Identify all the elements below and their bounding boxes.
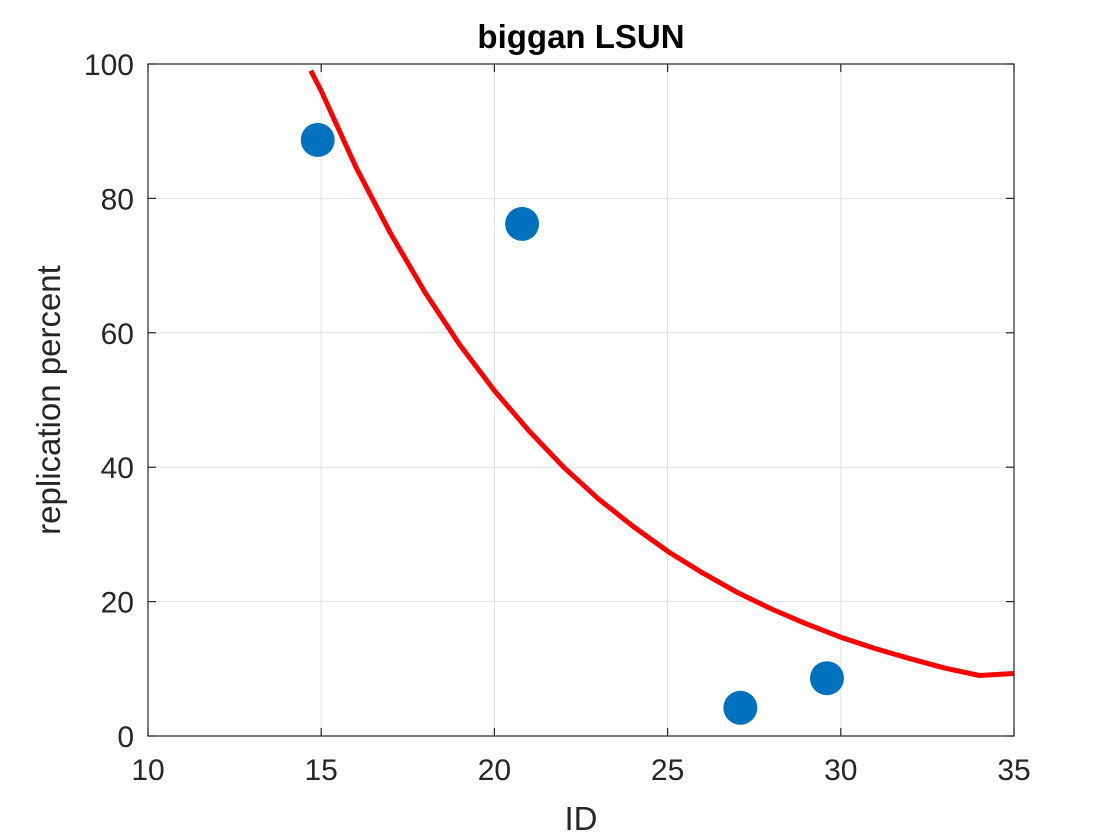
ticks — [147, 63, 1015, 737]
fit-curve-layer — [308, 69, 1015, 678]
grid — [148, 64, 1014, 736]
y-tick-labels: 0 20 40 60 80 100 — [84, 49, 134, 754]
x-tick-labels: 10 15 20 25 30 35 — [131, 754, 1030, 787]
data-point — [809, 661, 844, 696]
points-layer — [300, 122, 844, 725]
axes-box — [147, 63, 1015, 737]
x-tick-label: 20 — [478, 754, 511, 787]
data-point — [505, 206, 540, 241]
y-axis-label: replication percent — [30, 265, 67, 535]
data-point — [723, 690, 758, 725]
plot-area — [148, 64, 1014, 736]
chart-title: biggan LSUN — [477, 18, 684, 55]
x-tick-label: 35 — [997, 754, 1030, 787]
y-tick-label: 80 — [101, 183, 134, 216]
x-tick-label: 10 — [131, 754, 164, 787]
data-point — [300, 122, 335, 157]
x-tick-label: 30 — [824, 754, 857, 787]
y-tick-label: 20 — [101, 587, 134, 620]
x-tick-label: 25 — [651, 754, 684, 787]
y-tick-label: 40 — [101, 452, 134, 485]
y-tick-label: 60 — [101, 318, 134, 351]
y-tick-label: 100 — [84, 49, 134, 82]
x-axis-label: ID — [565, 800, 598, 837]
x-tick-label: 15 — [305, 754, 338, 787]
y-tick-label: 0 — [117, 721, 134, 754]
fit-curve — [308, 69, 1015, 678]
